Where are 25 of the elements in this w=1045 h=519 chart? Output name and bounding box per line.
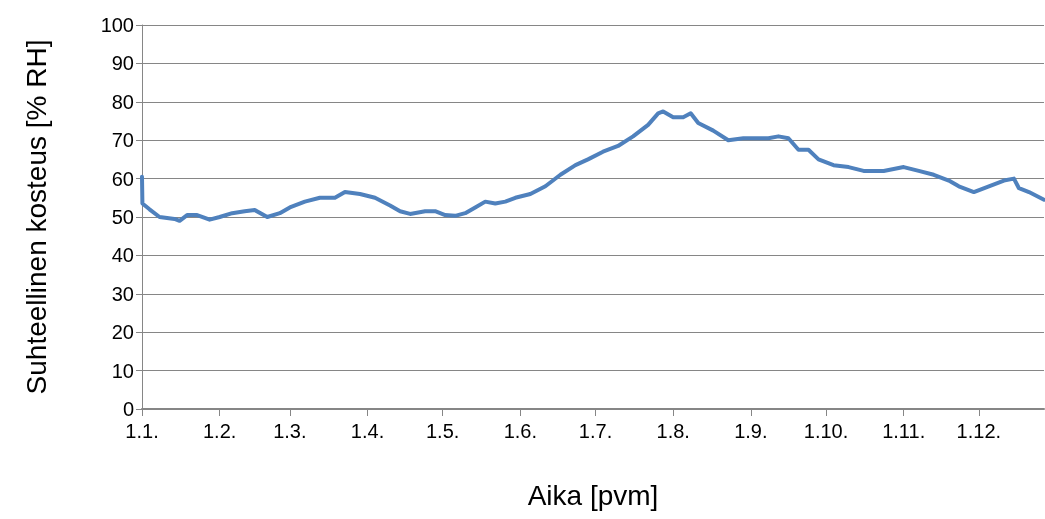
x-tick-label: 1.11. <box>882 420 926 442</box>
x-tick-label: 1.8. <box>656 420 690 442</box>
x-tick-label: 1.6. <box>503 420 538 442</box>
y-axis-title: Suhteellinen kosteus [% RH] <box>20 39 52 395</box>
x-tick-label: 1.7. <box>578 420 613 442</box>
y-tick-label: 10 <box>111 359 134 382</box>
y-tick-label: 100 <box>100 14 134 36</box>
x-tick-label: 1.1. <box>125 420 159 442</box>
y-tick-label: 30 <box>111 282 134 305</box>
y-tick-label: 40 <box>111 244 134 267</box>
x-tick-label: 1.12. <box>956 420 1002 442</box>
y-tick-label: 20 <box>111 321 134 344</box>
y-tick-label: 60 <box>111 167 134 190</box>
x-tick-label: 1.10. <box>803 420 849 442</box>
y-tick-label: 70 <box>111 129 134 152</box>
x-axis-title: Aika [pvm] <box>527 479 659 511</box>
y-tick-label: 50 <box>111 206 134 228</box>
x-tick-label: 1.9. <box>734 420 768 442</box>
y-tick-label: 0 <box>122 398 134 420</box>
x-tick-label: 1.5. <box>425 420 460 442</box>
y-tick-label: 90 <box>111 52 134 75</box>
x-tick-label: 1.2. <box>202 420 237 442</box>
x-tick-label: 1.4. <box>350 420 385 442</box>
x-tick-label: 1.3. <box>273 420 307 442</box>
y-tick-label: 80 <box>111 90 134 113</box>
